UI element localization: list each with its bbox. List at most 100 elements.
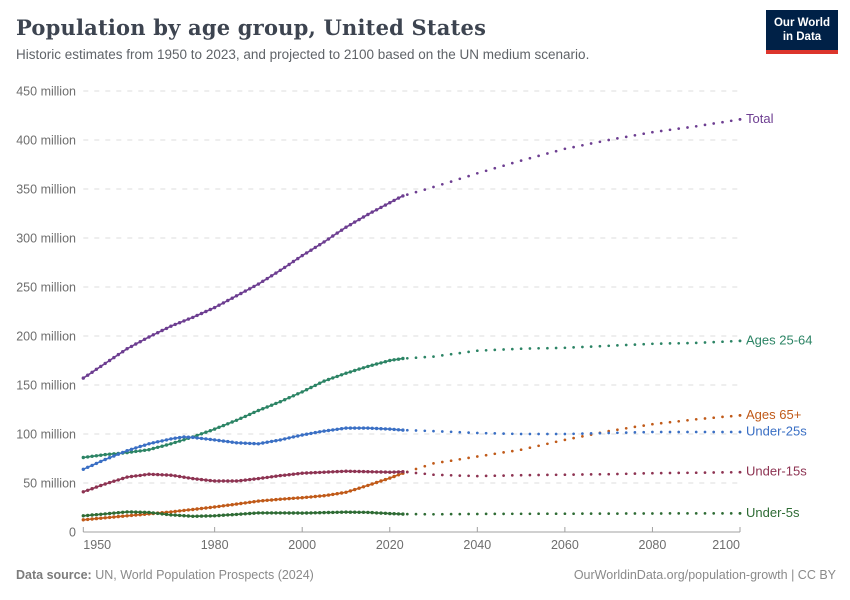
- projection-point: [405, 428, 409, 432]
- series-label-under-5s[interactable]: Under-5s: [746, 505, 800, 520]
- data-point: [121, 514, 125, 518]
- series-label-total[interactable]: Total: [746, 111, 774, 126]
- data-point: [344, 426, 348, 430]
- data-point: [164, 326, 169, 331]
- data-point: [112, 454, 116, 458]
- data-point: [134, 513, 138, 517]
- data-point: [366, 483, 370, 488]
- data-point: [212, 479, 217, 483]
- series-label-under-25s[interactable]: Under-25s: [746, 423, 807, 438]
- data-point: [331, 234, 335, 238]
- projection-point: [703, 471, 707, 474]
- data-point: [134, 446, 138, 450]
- credit-link[interactable]: OurWorldinData.org/population-growth | C…: [573, 568, 836, 582]
- series-label-ages-25-64[interactable]: Ages 25-64: [746, 332, 813, 347]
- data-point: [287, 511, 291, 515]
- data-point: [274, 497, 278, 502]
- data-point: [331, 428, 335, 432]
- data-point: [401, 428, 405, 432]
- data-point: [107, 480, 112, 485]
- data-point: [147, 510, 151, 515]
- x-tick-label: 2080: [639, 538, 667, 552]
- data-point: [116, 514, 121, 519]
- data-point: [142, 448, 147, 452]
- projection-point: [423, 429, 427, 433]
- data-point: [392, 470, 396, 474]
- data-point: [283, 437, 287, 441]
- projection-point: [703, 430, 707, 434]
- series-label-under-15s[interactable]: Under-15s: [746, 464, 807, 479]
- data-point: [379, 470, 383, 474]
- data-point: [252, 511, 256, 515]
- projection-point: [633, 133, 637, 137]
- data-point: [296, 434, 300, 438]
- data-point: [388, 476, 392, 480]
- projection-point: [642, 430, 646, 434]
- data-point: [160, 328, 164, 333]
- data-point: [366, 470, 370, 474]
- series-ages-65-plus[interactable]: Ages 65+: [81, 407, 802, 522]
- data-point: [304, 471, 309, 475]
- projection-point: [484, 169, 488, 173]
- series-label-ages-65-plus[interactable]: Ages 65+: [746, 407, 801, 422]
- data-point: [300, 511, 304, 515]
- data-point: [348, 489, 353, 493]
- data-point: [339, 373, 344, 377]
- series-under-15s[interactable]: Under-15s: [81, 464, 808, 494]
- data-point: [379, 205, 383, 210]
- data-point: [191, 476, 195, 481]
- series-under-5s[interactable]: Under-5s: [81, 505, 800, 520]
- data-point: [234, 418, 239, 422]
- projection-point: [493, 452, 497, 456]
- projection-point: [668, 512, 672, 515]
- data-point: [138, 340, 142, 344]
- data-point: [121, 476, 125, 481]
- data-point: [103, 482, 107, 486]
- data-point: [177, 513, 182, 518]
- data-point: [326, 510, 331, 515]
- data-point: [221, 513, 226, 517]
- projection-point: [668, 342, 672, 345]
- series-ages-25-64[interactable]: Ages 25-64: [81, 332, 813, 460]
- data-point: [283, 398, 287, 402]
- projection-point: [651, 471, 654, 475]
- data-point: [335, 231, 339, 235]
- data-point: [287, 262, 291, 267]
- data-point: [107, 456, 112, 460]
- data-point: [160, 512, 164, 516]
- data-point: [94, 454, 99, 458]
- data-point: [300, 390, 304, 394]
- data-point: [173, 474, 177, 478]
- data-point: [230, 296, 234, 300]
- data-point: [379, 361, 383, 365]
- projection-point: [651, 342, 654, 346]
- projection-point: [694, 512, 698, 515]
- projection-point: [686, 430, 689, 434]
- data-point: [199, 514, 204, 518]
- owid-logo[interactable]: Our World in Data: [766, 10, 838, 54]
- projection-point: [432, 185, 435, 189]
- projection-point: [651, 430, 654, 434]
- projection-point: [528, 446, 532, 450]
- projection-point: [616, 137, 619, 140]
- data-point: [138, 513, 142, 517]
- data-point: [370, 510, 374, 515]
- projection-point: [677, 341, 681, 345]
- data-point: [125, 475, 129, 479]
- projection-point: [686, 418, 689, 422]
- projection-point: [484, 474, 488, 478]
- projection-point: [414, 467, 418, 471]
- projection-point: [484, 512, 488, 516]
- data-point: [142, 510, 147, 514]
- projection-point: [651, 512, 654, 515]
- data-point: [243, 414, 247, 419]
- projection-point: [528, 156, 532, 160]
- data-point: [121, 450, 125, 455]
- series-under-25s[interactable]: Under-25s: [81, 423, 808, 471]
- series-total[interactable]: Total: [81, 111, 774, 380]
- projection-point: [624, 512, 628, 515]
- data-point: [313, 494, 317, 499]
- data-point: [103, 512, 107, 516]
- data-point: [182, 319, 186, 323]
- projection-point: [458, 430, 462, 434]
